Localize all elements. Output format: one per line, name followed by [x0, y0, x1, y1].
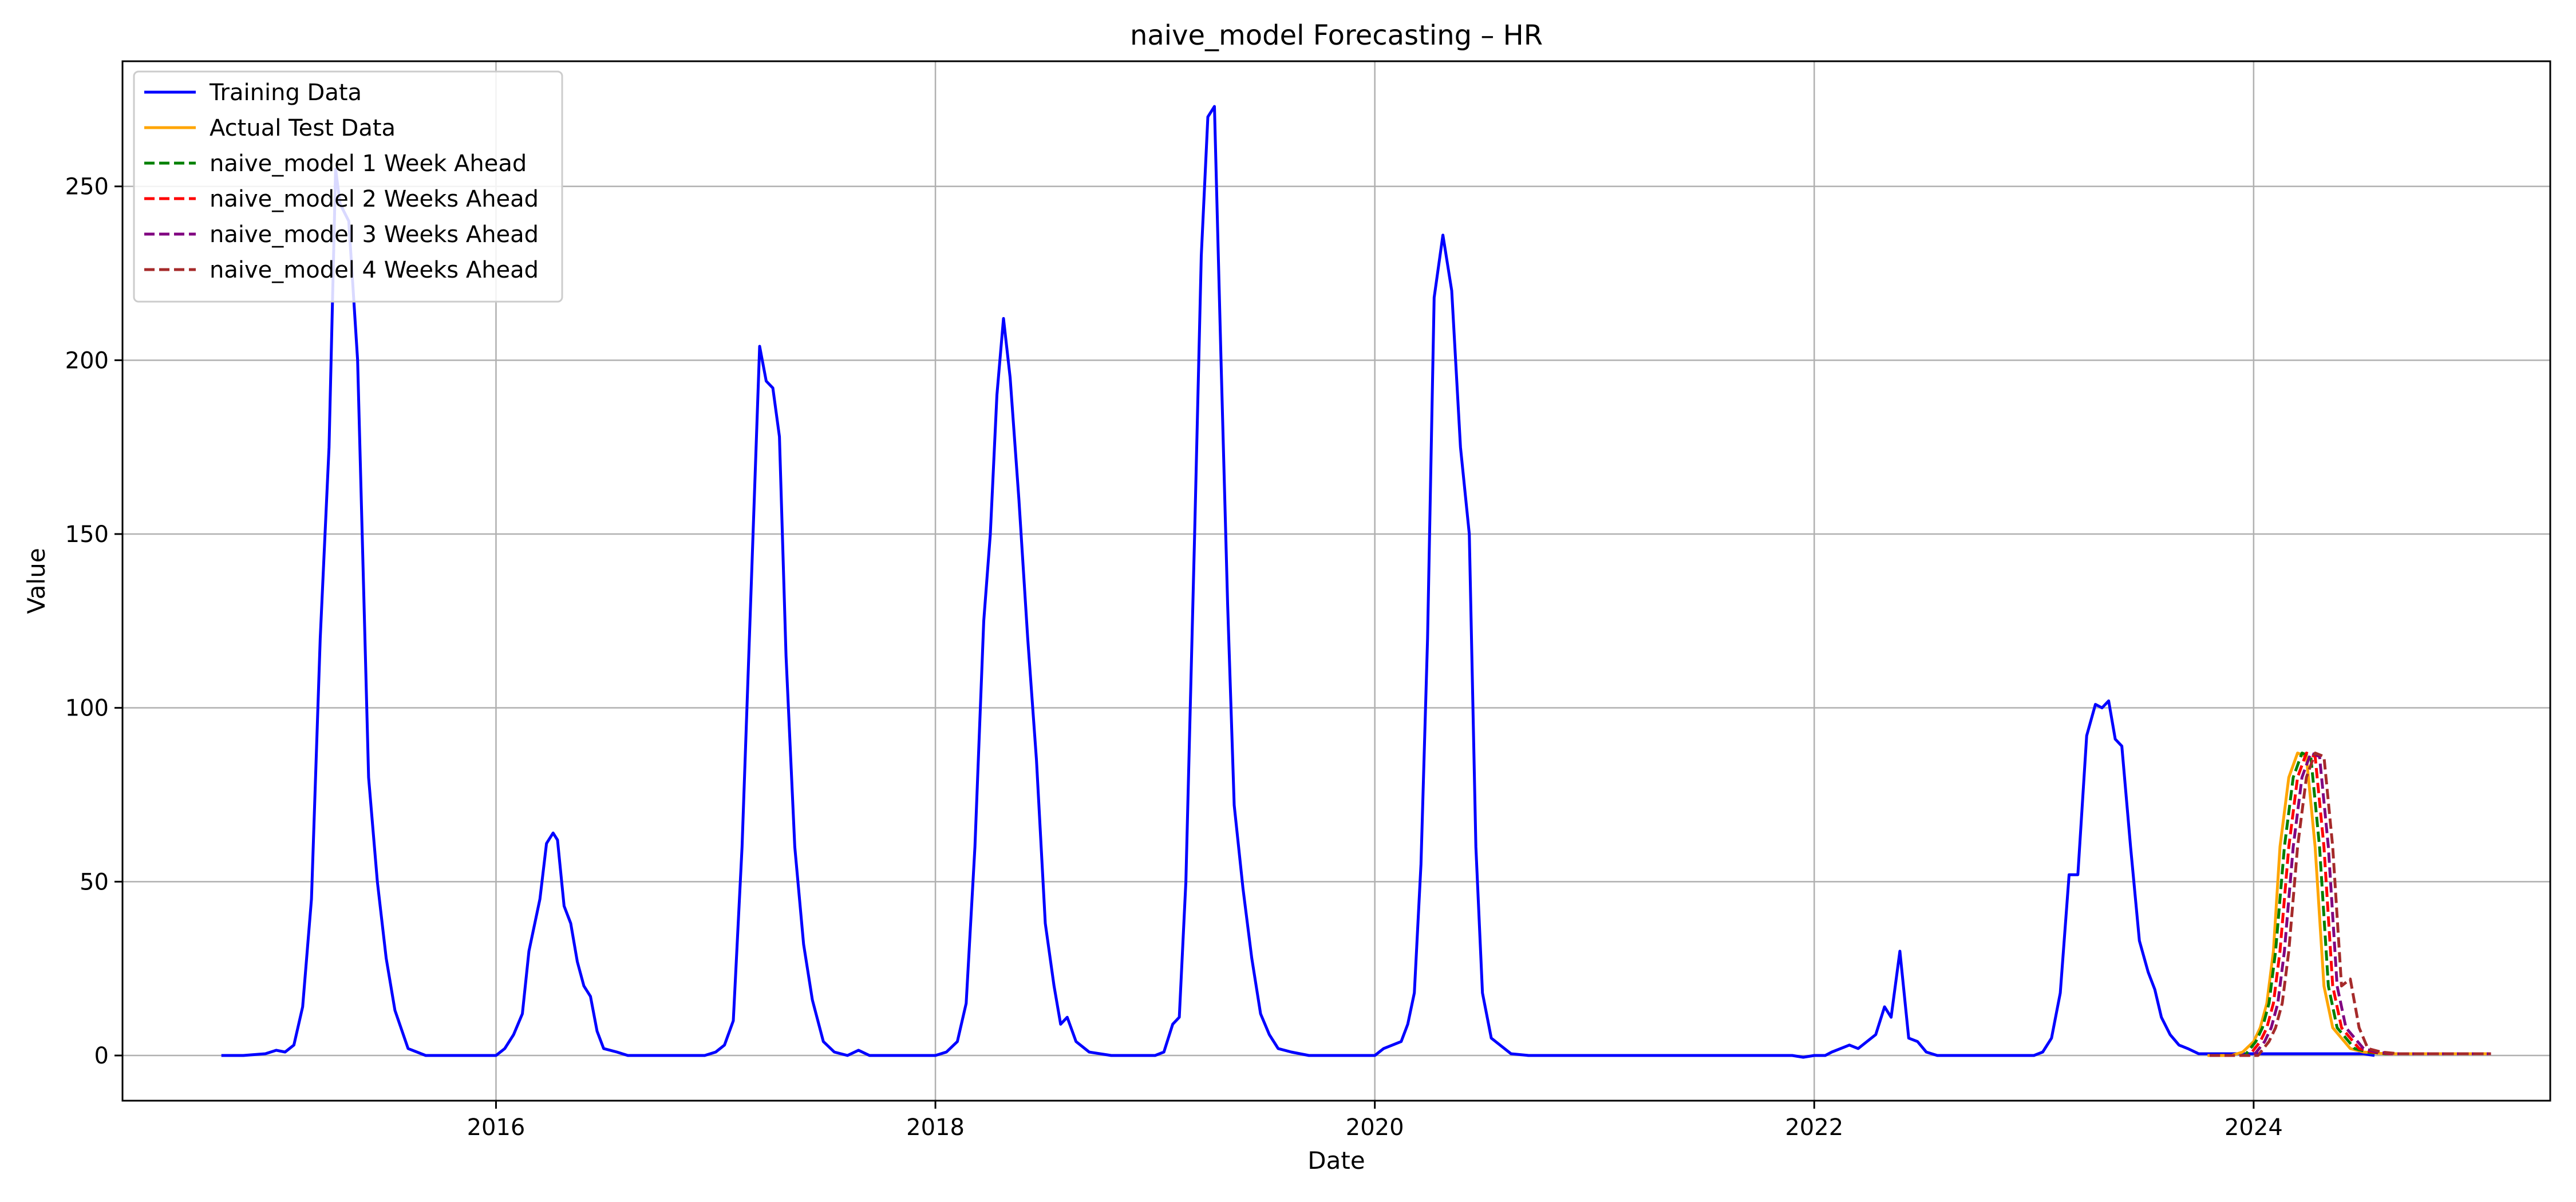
x-tick-label: 2018	[906, 1114, 965, 1141]
legend-label: naive_model 4 Weeks Ahead	[210, 257, 539, 283]
legend-label: naive_model 3 Weeks Ahead	[210, 222, 539, 248]
legend: Training Data Actual Test Data naive_model…	[133, 70, 563, 303]
legend-box	[133, 70, 563, 303]
plot-area	[221, 105, 2491, 1059]
legend-label: Training Data	[209, 80, 362, 106]
y-axis-label: Value	[22, 548, 50, 614]
y-tick-label: 100	[65, 695, 109, 722]
series-line-naive-model-4-weeks-ahead	[2210, 752, 2491, 1057]
plot-frame	[121, 60, 2551, 1102]
x-tick-label: 2024	[2225, 1114, 2283, 1141]
x-axis-label: Date	[1307, 1146, 1365, 1175]
legend-label: naive_model 2 Weeks Ahead	[210, 186, 539, 212]
legend-label: naive_model 1 Week Ahead	[210, 151, 527, 177]
x-tick-label: 2022	[1785, 1114, 1843, 1141]
y-tick-label: 50	[80, 869, 109, 895]
y-tick-label: 150	[65, 521, 109, 548]
series-line-training-data	[221, 105, 2375, 1059]
legend-label: Actual Test Data	[210, 115, 396, 141]
axis-ticks: 2016 2018 2020 2022 2024 0 50 100 150 200 250	[65, 174, 2283, 1141]
y-tick-label: 200	[65, 347, 109, 374]
x-tick-label: 2020	[1346, 1114, 1404, 1141]
y-tick-label: 250	[65, 174, 109, 200]
series-line-actual-test-data	[2207, 752, 2489, 1057]
x-tick-label: 2016	[467, 1114, 526, 1141]
chart-title: naive_model Forecasting – HR	[1130, 19, 1543, 52]
y-tick-label: 0	[94, 1043, 109, 1069]
